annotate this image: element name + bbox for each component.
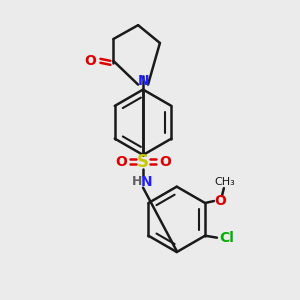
Text: O: O (85, 54, 97, 68)
Text: O: O (214, 194, 226, 208)
Text: O: O (115, 155, 127, 169)
Text: N: N (137, 74, 149, 88)
Text: O: O (159, 155, 171, 169)
Text: H: H (132, 175, 142, 188)
Text: N: N (141, 175, 153, 189)
Text: CH₃: CH₃ (214, 177, 235, 187)
Text: S: S (137, 153, 149, 171)
Text: Cl: Cl (219, 231, 234, 245)
